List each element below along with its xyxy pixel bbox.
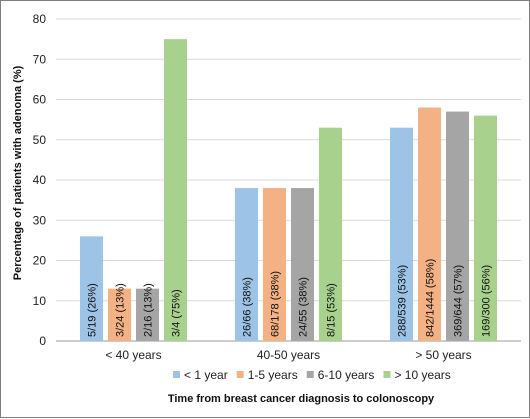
y-tick-label: 20 bbox=[33, 254, 47, 268]
legend-label: 6-10 years bbox=[318, 368, 375, 382]
y-tick-label: 30 bbox=[33, 213, 47, 227]
bar bbox=[418, 107, 441, 341]
legend-swatch bbox=[173, 371, 180, 378]
bar-data-label: 3/4 (75%) bbox=[171, 289, 183, 337]
bar bbox=[319, 127, 342, 341]
x-axis-title: Time from breast cancer diagnosis to col… bbox=[168, 393, 435, 405]
legend-swatch bbox=[236, 371, 244, 378]
y-axis-title: Percentage of patients with adenoma (%) bbox=[12, 65, 24, 280]
bar bbox=[474, 115, 497, 341]
y-tick-label: 60 bbox=[33, 93, 47, 107]
bar-data-label: 169/300 (56%) bbox=[481, 265, 493, 337]
y-tick-label: 80 bbox=[33, 12, 47, 26]
bar bbox=[390, 127, 413, 341]
bar-data-label: 369/644 (57%) bbox=[453, 265, 465, 337]
bar bbox=[136, 288, 159, 341]
y-tick-label: 40 bbox=[33, 173, 47, 187]
bar-data-label: 8/15 (53%) bbox=[326, 283, 338, 337]
legend-label: > 10 years bbox=[394, 368, 450, 382]
legend-label: 1-5 years bbox=[248, 368, 298, 382]
bar bbox=[108, 288, 131, 341]
bar-data-label: 288/539 (53%) bbox=[397, 265, 409, 337]
gridlines bbox=[56, 18, 521, 342]
bar-data-label: 26/66 (38%) bbox=[242, 277, 254, 337]
bar-data-label: 5/19 (26%) bbox=[87, 283, 99, 337]
bar-data-label: 842/1444 (58%) bbox=[425, 259, 437, 337]
bar bbox=[291, 188, 314, 341]
y-axis-ticks: 0 10 20 30 40 50 60 70 80 bbox=[33, 12, 47, 348]
y-tick-label: 10 bbox=[33, 294, 47, 308]
bar-data-label: 24/55 (38%) bbox=[298, 277, 310, 337]
bar-data-label: 68/178 (38%) bbox=[270, 271, 282, 337]
y-tick-label: 0 bbox=[39, 334, 46, 348]
bar bbox=[80, 236, 103, 341]
bar bbox=[164, 39, 187, 341]
bars: 5/19 (26%) 3/24 (13%) 2/16 (13%) 3/4 (75%) 2… bbox=[80, 39, 497, 341]
legend-swatch bbox=[383, 371, 391, 378]
bar bbox=[263, 188, 286, 341]
y-tick-label: 50 bbox=[33, 133, 47, 147]
x-tick-label: 40-50 years bbox=[257, 348, 320, 362]
x-axis-ticks: < 40 years 40-50 years > 50 years bbox=[105, 348, 471, 362]
bar bbox=[446, 111, 469, 341]
legend-swatch bbox=[306, 371, 314, 378]
y-tick-label: 70 bbox=[33, 52, 47, 66]
bar bbox=[235, 188, 258, 341]
legend-label: < 1 year bbox=[184, 368, 228, 382]
x-tick-label: < 40 years bbox=[105, 348, 161, 362]
x-tick-label: > 50 years bbox=[415, 348, 471, 362]
bar-data-label: 3/24 (13%) bbox=[115, 283, 127, 337]
legend: < 1 year 1-5 years 6-10 years > 10 years bbox=[173, 368, 451, 382]
bar-data-label: 2/16 (13%) bbox=[143, 283, 155, 337]
